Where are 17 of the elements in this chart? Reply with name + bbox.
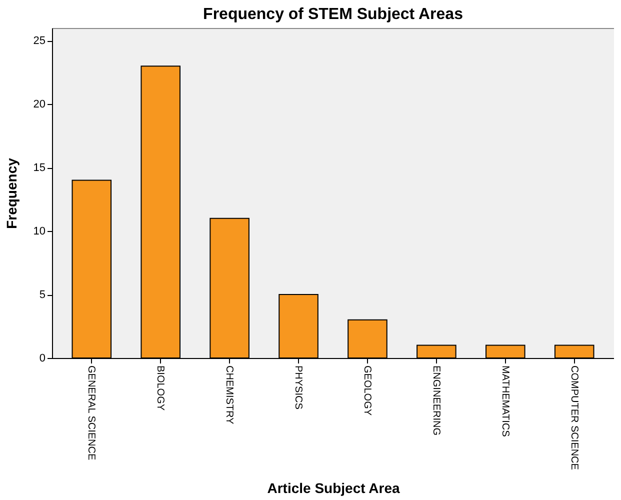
y-tick-label: 20 — [33, 98, 46, 111]
x-tick-label: BIOLOGY — [154, 366, 166, 411]
x-tick-label: ENGINEERING — [430, 366, 442, 436]
x-tick-label: GENERAL SCIENCE — [86, 366, 97, 460]
chart-title: Frequency of STEM Subject Areas — [203, 6, 464, 23]
y-tick-label: 15 — [33, 162, 46, 174]
x-tick-label: GEOLOGY — [361, 366, 372, 416]
x-tick-label: CHEMISTRY — [224, 366, 235, 425]
x-tick-label: MATHEMATICS — [499, 366, 510, 438]
y-tick-label: 25 — [33, 35, 46, 48]
x-tick-label: COMPUTER SCIENCE — [568, 366, 580, 470]
y-tick-label: 10 — [33, 226, 46, 238]
y-tick-label: 0 — [39, 352, 46, 364]
y-axis-title: Frequency — [3, 158, 20, 229]
x-tick-label: PHYSICS — [292, 366, 304, 410]
x-axis-title: Article Subject Area — [267, 480, 400, 496]
y-tick-label: 5 — [39, 289, 46, 302]
